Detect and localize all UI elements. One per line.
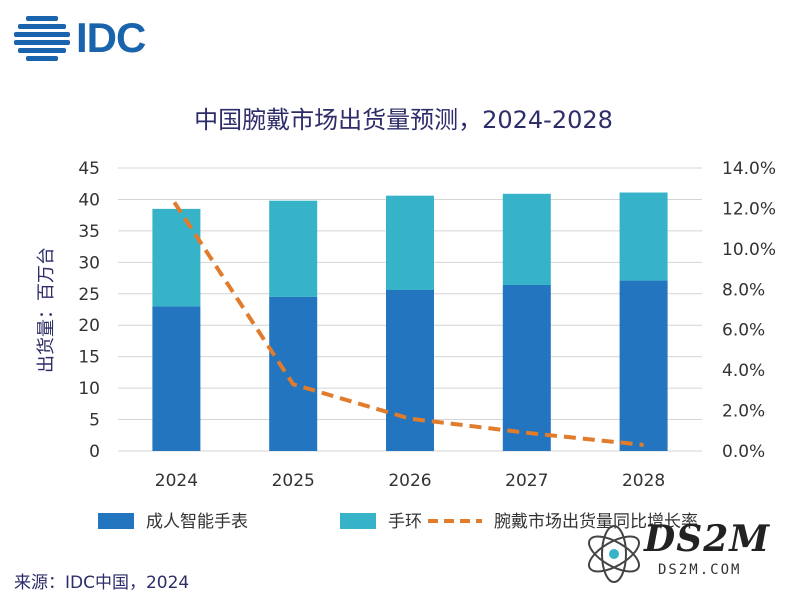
legend-swatch-band xyxy=(340,513,376,529)
y-tick-label: 20 xyxy=(78,316,100,336)
bar-smartwatch xyxy=(620,281,668,451)
y-tick-label: 30 xyxy=(78,253,100,273)
atom-icon xyxy=(582,514,652,592)
y-tick-label: 10 xyxy=(78,379,100,399)
watermark-subtext: DS2M.COM xyxy=(658,562,741,578)
y-tick-label: 0 xyxy=(89,442,100,462)
y2-tick-label: 4.0% xyxy=(722,361,765,381)
bar-smartwatch xyxy=(152,306,200,451)
y-tick-label: 5 xyxy=(89,411,100,431)
bar-smartwatch xyxy=(386,290,434,451)
x-tick-label: 2027 xyxy=(505,471,548,491)
y-tick-label: 35 xyxy=(78,222,100,242)
bar-band xyxy=(386,196,434,290)
y-tick-label: 25 xyxy=(78,285,100,305)
y2-tick-label: 12.0% xyxy=(722,199,776,219)
bar-band xyxy=(152,209,200,306)
y2-tick-label: 6.0% xyxy=(722,321,765,341)
x-tick-label: 2024 xyxy=(155,471,198,491)
y-tick-label: 45 xyxy=(78,159,100,179)
x-tick-label: 2026 xyxy=(388,471,431,491)
y2-tick-label: 14.0% xyxy=(722,159,776,179)
x-tick-label: 2025 xyxy=(272,471,315,491)
y2-tick-label: 8.0% xyxy=(722,280,765,300)
y2-tick-label: 2.0% xyxy=(722,402,765,422)
y2-tick-label: 10.0% xyxy=(722,240,776,260)
x-tick-label: 2028 xyxy=(622,471,665,491)
bar-band xyxy=(503,194,551,285)
watermark: DS2M DS2M.COM xyxy=(582,514,798,592)
bar-smartwatch xyxy=(269,297,317,451)
bar-band xyxy=(620,193,668,281)
bar-smartwatch xyxy=(503,285,551,451)
y-axis-label: 出货量：百万台 xyxy=(36,247,57,373)
source-note: 来源：IDC中国，2024 xyxy=(14,568,189,593)
y-tick-label: 15 xyxy=(78,348,100,368)
y-tick-label: 40 xyxy=(78,190,100,210)
legend-swatch-smartwatch xyxy=(98,513,134,529)
watermark-text: DS2M xyxy=(644,518,770,560)
bar-band xyxy=(269,201,317,297)
legend-label-band: 手环 xyxy=(388,512,422,532)
y2-tick-label: 0.0% xyxy=(722,442,765,462)
legend-label-smartwatch: 成人智能手表 xyxy=(146,512,248,532)
